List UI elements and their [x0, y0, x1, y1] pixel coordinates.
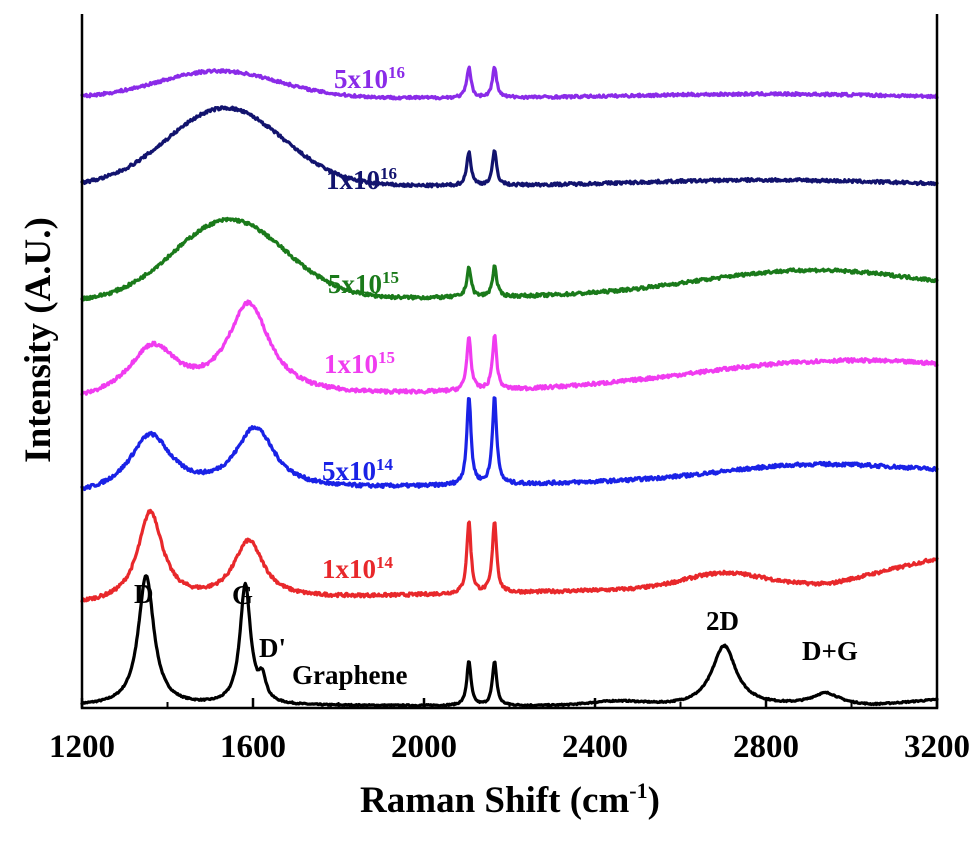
series-label-0: Graphene	[292, 660, 408, 690]
series-line-2	[80, 396, 939, 492]
peak-label: D+G	[802, 636, 858, 666]
peak-label: G	[232, 580, 253, 610]
x-axis-title: Raman Shift (cm-1)	[360, 778, 660, 821]
series-line-1	[80, 508, 939, 603]
x-tick-label: 1600	[220, 729, 286, 765]
series-label-6: 5x1016	[334, 63, 405, 94]
peak-label: D	[134, 579, 154, 609]
series-line-5	[80, 105, 939, 189]
x-tick-label: 2800	[733, 729, 799, 765]
series-label-5: 1x1016	[326, 164, 397, 195]
series-label-1: 1x1014	[322, 553, 394, 584]
series-label-2: 5x1014	[322, 455, 394, 486]
series-label-3: 1x1015	[324, 348, 395, 379]
series-line-3	[80, 299, 939, 396]
x-tick-label: 2000	[391, 729, 457, 765]
series-label-4: 5x1015	[328, 268, 399, 299]
labels: Graphene 1x1014 5x1014 1x1015 5x1015 1x1016 5x…	[134, 63, 858, 690]
x-tick-label: 3200	[904, 729, 970, 765]
series-line-4	[80, 216, 939, 302]
series-line-6	[80, 65, 939, 101]
peak-label: 2D	[706, 606, 739, 636]
y-axis-title: Intensity (A.U.)	[18, 217, 59, 463]
axes: 1200 1600 2000 2400 2800 3200 Raman Shift (cm-…	[18, 14, 970, 821]
x-tick-label: 1200	[49, 729, 115, 765]
peak-label: D'	[259, 633, 286, 663]
x-tick-label: 2400	[562, 729, 628, 765]
series-curves	[80, 65, 939, 708]
